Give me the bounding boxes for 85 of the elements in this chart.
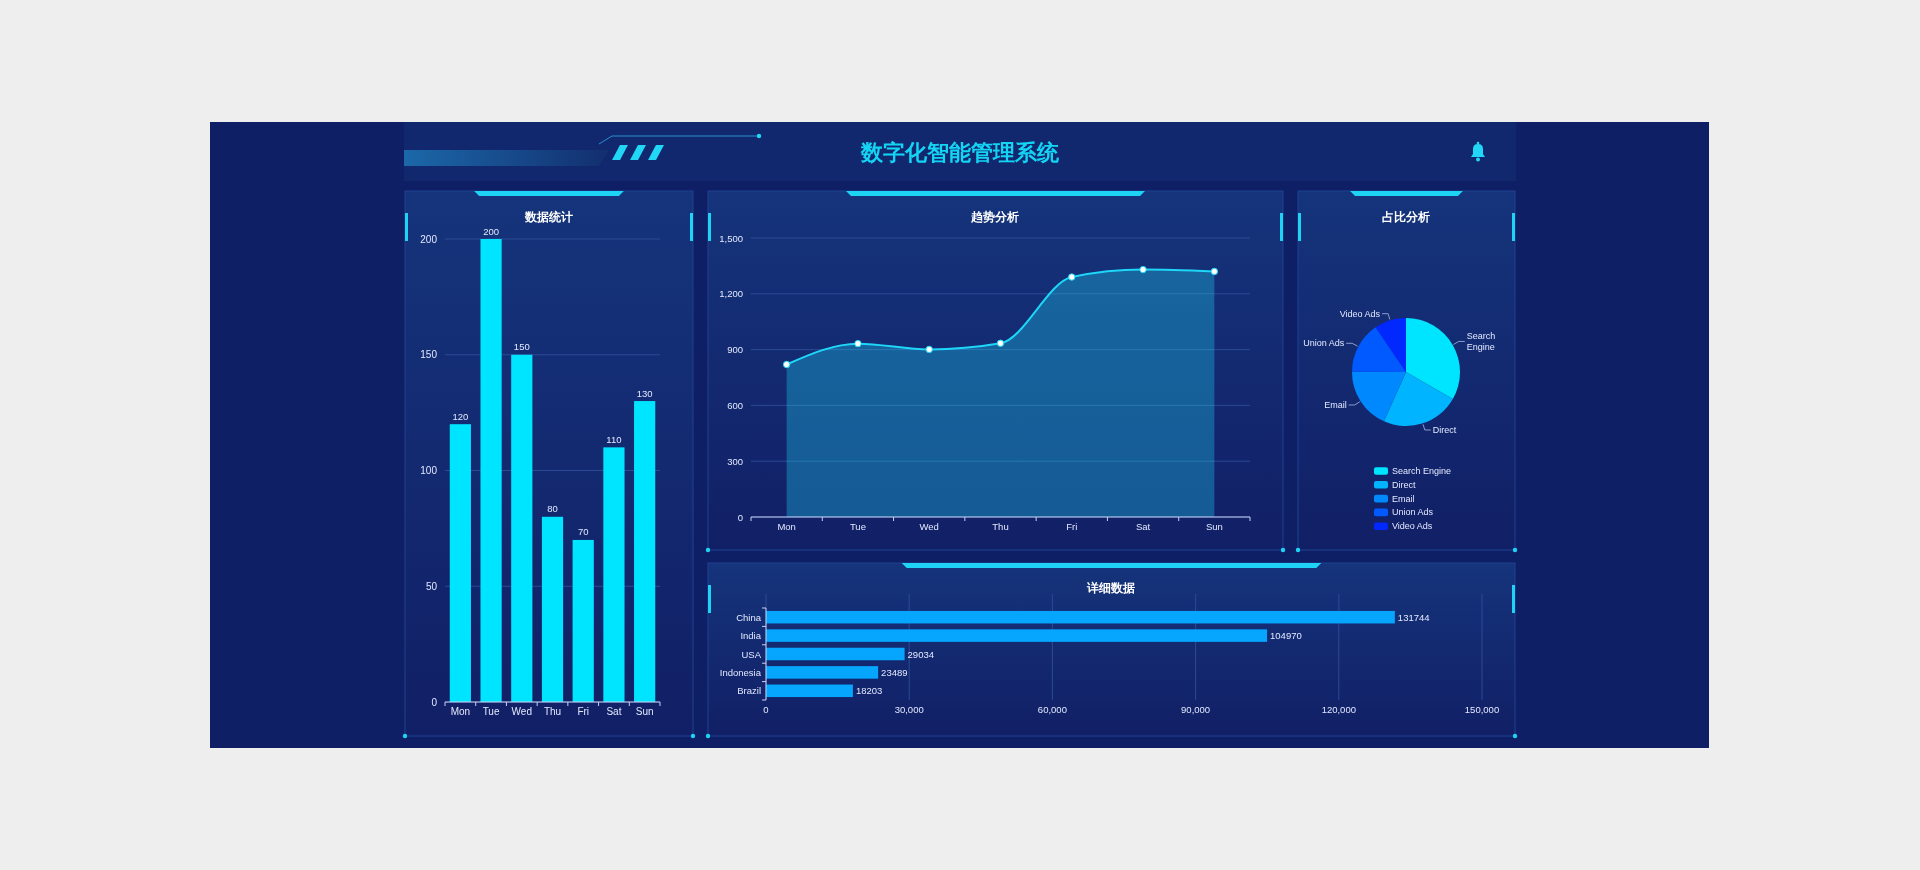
y-tick-label: 100 (420, 465, 438, 476)
data-label: 150 (513, 341, 530, 353)
y-tick-label: China (736, 611, 762, 623)
pie-slice (1383, 372, 1453, 426)
x-tick-label: Thu (543, 705, 562, 717)
x-tick-label: Wed (511, 705, 532, 717)
y-tick-label: USA (741, 648, 762, 660)
data-label: 131744 (1397, 611, 1430, 623)
x-tick-label: Fri (577, 705, 590, 717)
x-tick-label: Sun (1205, 520, 1223, 532)
bar (480, 239, 502, 702)
y-tick-label: 300 (727, 455, 743, 467)
x-tick-label: Mon (450, 705, 471, 717)
data-label: 120 (452, 410, 469, 422)
y-tick-label: 1,500 (719, 232, 743, 244)
data-label: 23489 (881, 666, 908, 678)
x-tick-label: 150,000 (1464, 703, 1500, 715)
point (996, 339, 1005, 347)
bar (541, 516, 564, 702)
x-tick-label: Wed (919, 520, 939, 532)
x-tick-label: Tue (849, 520, 866, 532)
chart-title: 占比分析 (1382, 210, 1430, 224)
x-tick-label: 60,000 (1037, 703, 1067, 715)
y-tick-label: 600 (727, 399, 743, 411)
x-tick-label: Fri (1066, 520, 1078, 532)
y-tick-label: 0 (737, 511, 743, 523)
x-tick-label: 90,000 (1181, 703, 1211, 715)
bar (449, 424, 471, 702)
data-label: 70 (577, 526, 589, 538)
data-label: 29034 (907, 648, 935, 660)
y-tick-label: India (740, 630, 762, 642)
pie-slice (1375, 318, 1406, 372)
data-label: 130 (636, 387, 653, 399)
bar (766, 610, 1395, 624)
bar (766, 684, 853, 698)
slice-label: Video Ads (1339, 308, 1381, 319)
slice-label: Direct (1432, 425, 1457, 436)
chart-title: 趋势分析 (970, 210, 1019, 224)
bar (766, 666, 879, 679)
data-label: 80 (547, 503, 558, 515)
text: 数字化智能管理系统 (860, 140, 1060, 165)
data-label: 104970 (1270, 630, 1302, 642)
x-tick-label: Tue (482, 705, 500, 717)
x-tick-label: Sun (635, 705, 654, 717)
data-label: 200 (483, 225, 499, 237)
slice-label: Union Ads (1303, 338, 1345, 349)
y-tick-label: Indonesia (719, 666, 762, 678)
pie-slice (1406, 318, 1460, 399)
y-tick-label: 900 (727, 344, 743, 356)
bar (634, 401, 656, 702)
y-tick-label: Brazil (737, 685, 761, 697)
pie-slice (1352, 371, 1406, 422)
point (1068, 273, 1076, 281)
legend-label: Video Ads (1392, 521, 1433, 532)
legend-label: Search Engine (1392, 466, 1452, 476)
pie-slice (1352, 327, 1406, 372)
slice-label: Search Engine (1466, 331, 1496, 353)
x-tick-label: 120,000 (1321, 703, 1356, 715)
legend-label: Direct (1392, 479, 1416, 490)
point (1139, 265, 1147, 274)
bar (511, 354, 533, 702)
y-tick-label: 200 (420, 233, 438, 245)
legend-label: Email (1392, 493, 1415, 504)
point (854, 339, 862, 348)
x-tick-label: Mon (777, 520, 796, 532)
slice-label: Email (1324, 400, 1347, 411)
x-tick-label: Sat (1135, 520, 1151, 532)
y-tick-label: 50 (425, 580, 438, 592)
chart-title: 数据统计 (524, 210, 573, 224)
x-tick-label: Sat (606, 705, 622, 717)
data-label: 18203 (855, 685, 883, 697)
x-tick-label: 30,000 (894, 703, 924, 715)
chart-title: 详细数据 (1086, 581, 1135, 595)
point (925, 345, 933, 354)
point (782, 360, 791, 369)
bar (572, 539, 594, 702)
bar (766, 647, 905, 661)
data-label: 110 (606, 433, 622, 445)
point (1210, 267, 1219, 276)
x-tick-label: Thu (992, 520, 1009, 532)
legend-label: Union Ads (1392, 507, 1434, 518)
bar (766, 629, 1268, 642)
y-tick-label: 150 (420, 349, 438, 361)
y-tick-label: 1,200 (719, 288, 743, 300)
bar (603, 447, 625, 702)
